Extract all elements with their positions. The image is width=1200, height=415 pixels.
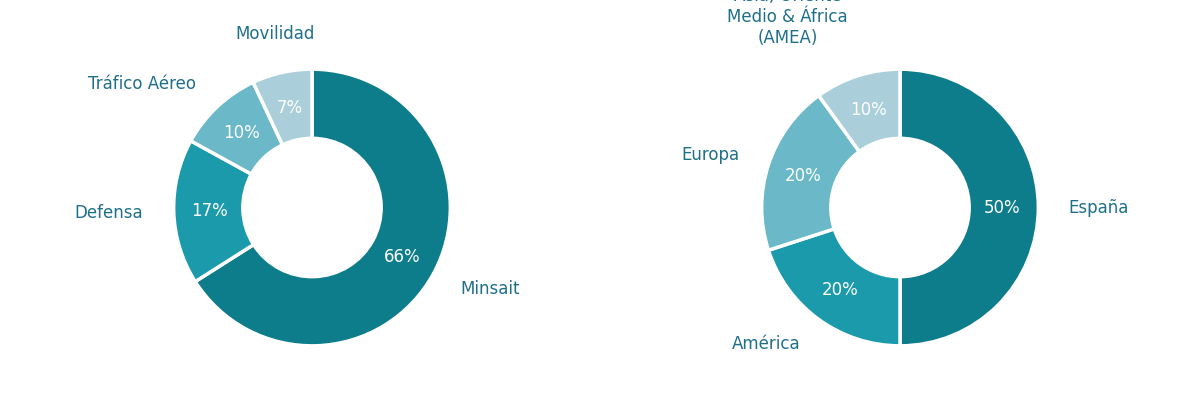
Text: Minsait: Minsait	[460, 280, 520, 298]
Text: América: América	[732, 335, 800, 353]
Text: Europa: Europa	[682, 146, 739, 164]
Text: 66%: 66%	[383, 248, 420, 266]
Text: 20%: 20%	[822, 281, 858, 299]
Text: 50%: 50%	[984, 198, 1021, 217]
Text: 20%: 20%	[785, 167, 821, 185]
Text: Defensa: Defensa	[74, 204, 143, 222]
Text: Movilidad: Movilidad	[235, 25, 314, 43]
Wedge shape	[768, 229, 900, 346]
Wedge shape	[174, 141, 253, 282]
Wedge shape	[900, 69, 1038, 346]
Text: 7%: 7%	[277, 99, 302, 117]
Text: 10%: 10%	[223, 124, 260, 142]
Wedge shape	[818, 69, 900, 151]
Text: España: España	[1069, 198, 1129, 217]
Wedge shape	[253, 69, 312, 145]
Wedge shape	[196, 69, 450, 346]
Text: 10%: 10%	[850, 101, 887, 119]
Wedge shape	[191, 82, 282, 174]
Text: 17%: 17%	[191, 202, 228, 220]
Wedge shape	[762, 95, 859, 250]
Text: Asia, Oriente
Medio & África
(AMEA): Asia, Oriente Medio & África (AMEA)	[727, 0, 848, 47]
Text: Tráfico Aéreo: Tráfico Aéreo	[89, 76, 197, 93]
